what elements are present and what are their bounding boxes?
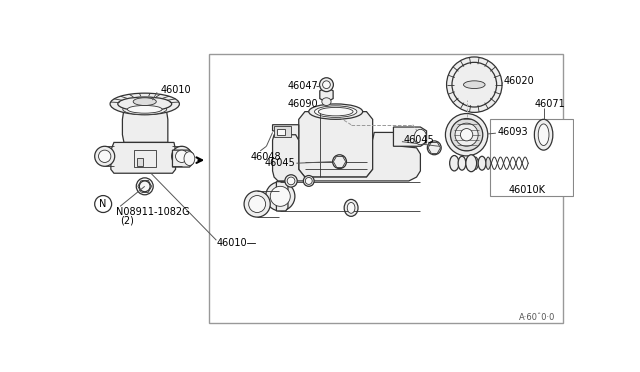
Bar xyxy=(277,129,285,135)
Bar xyxy=(274,126,291,137)
Text: (2): (2) xyxy=(120,215,134,225)
Text: 46010K: 46010K xyxy=(509,185,546,195)
Polygon shape xyxy=(394,127,427,146)
Text: 46045: 46045 xyxy=(403,135,434,145)
Ellipse shape xyxy=(184,152,195,166)
Text: 46047: 46047 xyxy=(288,81,319,91)
Ellipse shape xyxy=(110,93,179,115)
Ellipse shape xyxy=(314,106,357,118)
Ellipse shape xyxy=(458,156,466,170)
Ellipse shape xyxy=(285,175,297,187)
Ellipse shape xyxy=(319,78,333,92)
Ellipse shape xyxy=(140,181,150,192)
Ellipse shape xyxy=(244,191,270,217)
Ellipse shape xyxy=(428,141,441,155)
Ellipse shape xyxy=(460,129,473,141)
Ellipse shape xyxy=(136,178,153,195)
Ellipse shape xyxy=(323,81,330,89)
Ellipse shape xyxy=(305,177,312,185)
Ellipse shape xyxy=(95,146,115,166)
Text: 46048: 46048 xyxy=(251,152,282,162)
Ellipse shape xyxy=(95,196,111,212)
Bar xyxy=(134,150,156,167)
Text: 46045: 46045 xyxy=(265,158,296,168)
Text: A·60ˆ0·0: A·60ˆ0·0 xyxy=(519,313,555,322)
Ellipse shape xyxy=(118,97,172,111)
Ellipse shape xyxy=(466,155,477,172)
Ellipse shape xyxy=(266,182,295,211)
Ellipse shape xyxy=(99,150,111,163)
Text: 46090: 46090 xyxy=(288,99,319,109)
Ellipse shape xyxy=(463,81,485,89)
Polygon shape xyxy=(111,142,175,173)
Polygon shape xyxy=(276,182,288,211)
Ellipse shape xyxy=(172,146,192,166)
Ellipse shape xyxy=(133,98,156,106)
Ellipse shape xyxy=(451,119,483,151)
Polygon shape xyxy=(273,125,299,139)
Polygon shape xyxy=(299,112,372,177)
Ellipse shape xyxy=(344,199,358,217)
Ellipse shape xyxy=(534,119,553,150)
Ellipse shape xyxy=(414,129,427,145)
Ellipse shape xyxy=(127,106,162,113)
Text: N: N xyxy=(99,199,107,209)
Polygon shape xyxy=(172,150,193,167)
Ellipse shape xyxy=(538,124,549,145)
Text: 46071: 46071 xyxy=(534,99,565,109)
Text: N08911-1082G: N08911-1082G xyxy=(116,207,190,217)
Polygon shape xyxy=(320,87,333,102)
Text: 46093: 46093 xyxy=(497,128,528,137)
Ellipse shape xyxy=(270,186,291,206)
Ellipse shape xyxy=(123,104,166,115)
Ellipse shape xyxy=(452,62,497,107)
Ellipse shape xyxy=(348,202,355,213)
Text: 46010—: 46010— xyxy=(216,238,257,247)
Bar xyxy=(209,54,563,323)
Ellipse shape xyxy=(303,176,314,186)
Ellipse shape xyxy=(478,156,486,170)
Ellipse shape xyxy=(333,155,346,169)
Ellipse shape xyxy=(322,98,331,106)
Ellipse shape xyxy=(445,113,488,156)
Ellipse shape xyxy=(447,57,502,112)
Ellipse shape xyxy=(308,104,363,119)
Ellipse shape xyxy=(175,150,188,163)
Bar xyxy=(490,119,573,196)
Text: 46010: 46010 xyxy=(160,85,191,95)
Ellipse shape xyxy=(318,108,353,116)
Ellipse shape xyxy=(455,123,478,146)
Ellipse shape xyxy=(249,196,266,212)
Polygon shape xyxy=(122,109,168,142)
Ellipse shape xyxy=(287,177,295,185)
Text: 46020: 46020 xyxy=(504,76,534,86)
Bar xyxy=(137,158,143,166)
Polygon shape xyxy=(273,132,420,181)
Ellipse shape xyxy=(450,155,459,171)
